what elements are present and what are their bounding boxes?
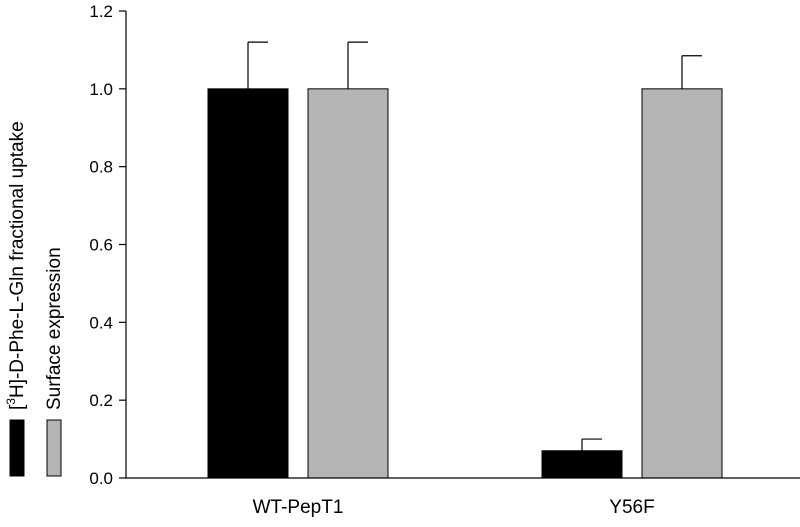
- y-tick-label-5: 1.0: [89, 80, 113, 99]
- y-label-prefix: [: [7, 404, 28, 410]
- y-axis-label-uptake: [3H]-D-Phe-L-Gln fractional uptake: [4, 121, 28, 410]
- y-label-superscript: 3: [4, 398, 18, 405]
- x-category-label-1: Y56F: [609, 497, 654, 518]
- legend: [3H]-D-Phe-L-Gln fractional uptake Surfa…: [4, 121, 65, 477]
- bar-0-1: [307, 88, 389, 479]
- bar-1-1: [641, 88, 723, 479]
- y-tick-label-2: 0.4: [89, 313, 113, 332]
- bar-0-0: [207, 88, 289, 479]
- error-bars-layer: [247, 41, 702, 451]
- y-tick-label-1: 0.2: [89, 391, 113, 410]
- x-labels-layer: WT-PepT1 Y56F: [253, 497, 655, 518]
- y-tick-label-4: 0.8: [89, 158, 113, 177]
- legend-swatch-uptake: [9, 419, 25, 477]
- y-label-rest: H]-D-Phe-L-Gln fractional uptake: [7, 121, 28, 398]
- bars-layer: [207, 88, 723, 479]
- x-category-label-0: WT-PepT1: [253, 497, 344, 518]
- y-tick-label-3: 0.6: [89, 236, 113, 255]
- y-ticks-layer: 0.0 0.2 0.4 0.6 0.8 1.0 1.2: [89, 2, 126, 488]
- bar-1-0: [541, 450, 623, 479]
- y-axis-label-surface: Surface expression: [44, 247, 65, 410]
- legend-swatch-surface: [46, 419, 62, 477]
- y-tick-label-0: 0.0: [89, 469, 113, 488]
- y-tick-label-6: 1.2: [89, 2, 113, 21]
